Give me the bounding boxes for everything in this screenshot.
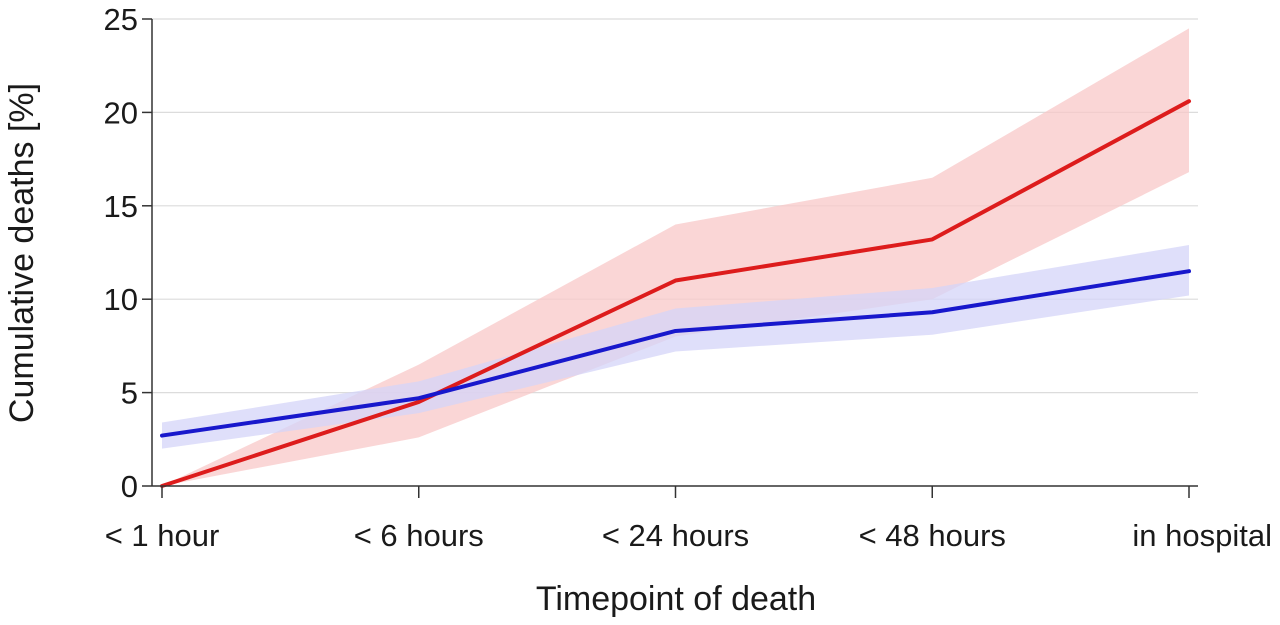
series-lines [160,99,1191,488]
y-tick-labels: 0 5 10 15 20 25 [104,2,138,504]
x-tick-label: in hospital [1132,518,1272,553]
x-tick-label: < 1 hour [105,518,220,553]
y-tick-label: 20 [104,95,138,130]
axes [142,18,1198,498]
x-axis-title: Timepoint of death [536,580,816,618]
y-tick-label: 10 [104,282,138,317]
confidence-band-1 [162,28,1189,487]
x-tick-label: < 24 hours [602,518,749,553]
x-tick-label: < 6 hours [354,518,484,553]
x-tick-label: < 48 hours [859,518,1006,553]
y-tick-label: 15 [104,189,138,224]
confidence-bands [162,28,1189,487]
y-tick-label: 25 [104,2,138,37]
y-tick-label: 0 [121,469,138,504]
series-line-1 [160,99,1191,488]
y-axis-title: Cumulative deaths [%] [3,83,41,423]
series-line-2 [160,269,1191,438]
y-tick-label: 5 [121,376,138,411]
x-tick-labels: < 1 hour < 6 hours < 24 hours < 48 hours in … [105,518,1272,553]
